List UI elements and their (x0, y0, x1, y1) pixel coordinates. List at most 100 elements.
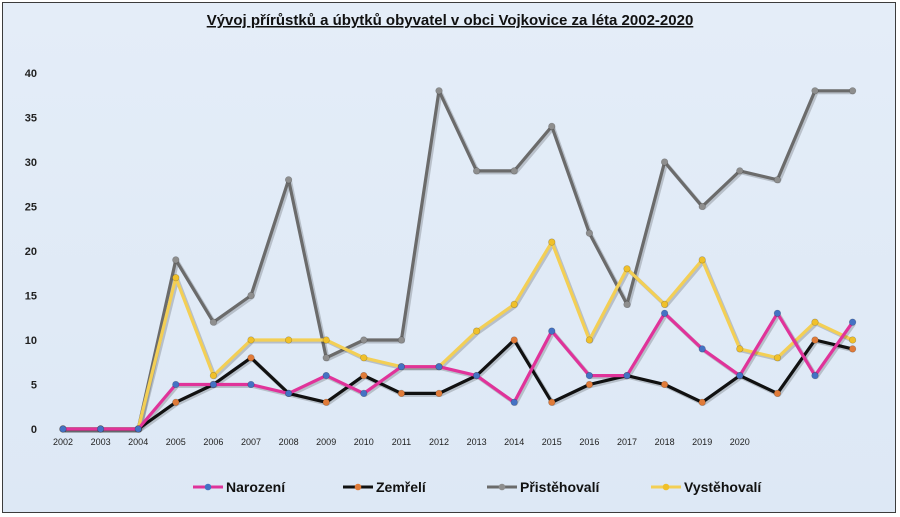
data-point (548, 122, 556, 130)
data-point (585, 372, 594, 380)
data-point (623, 300, 631, 309)
legend-item: Narození (193, 479, 286, 495)
data-point (736, 345, 744, 353)
data-point (660, 300, 669, 309)
data-point (322, 398, 330, 406)
data-point (660, 380, 669, 389)
data-point (360, 372, 368, 380)
data-point (773, 176, 782, 184)
series-lines (59, 87, 857, 433)
x-axis-ticks: 2002 2003 2004 2005 2006 2007 2008 2009 2010 2011… (53, 437, 750, 447)
legend-swatch-marker (662, 483, 670, 491)
x-tick-label: 2015 (542, 437, 562, 447)
data-point (322, 354, 330, 362)
series-narozeni (59, 309, 857, 433)
data-point (172, 256, 180, 264)
x-tick-label: 2007 (241, 437, 261, 447)
data-point (360, 389, 368, 398)
y-tick-label: 10 (25, 335, 37, 347)
legend-label: Zemřelí (376, 479, 427, 495)
data-point (247, 354, 255, 362)
data-point (623, 265, 631, 273)
data-point (435, 389, 443, 398)
data-point (811, 318, 819, 326)
x-tick-label: 2004 (128, 437, 148, 447)
data-point (848, 318, 857, 326)
data-point (435, 87, 443, 95)
legend-item: Vystěhovalí (651, 479, 762, 495)
x-tick-label: 2010 (354, 437, 374, 447)
series-pristehovali (59, 87, 857, 433)
x-tick-label: 2003 (91, 437, 111, 447)
data-point (473, 327, 481, 335)
data-point (172, 398, 180, 406)
data-point (510, 398, 518, 406)
data-point (96, 425, 105, 433)
data-point (736, 372, 744, 380)
data-point (209, 380, 217, 389)
data-point (811, 372, 819, 380)
data-point (285, 336, 293, 344)
data-point (698, 345, 706, 353)
data-point (510, 336, 518, 344)
data-point (623, 372, 631, 380)
y-tick-label: 40 (25, 68, 37, 80)
data-point (247, 380, 255, 389)
x-tick-label: 2019 (692, 437, 712, 447)
series-line-shadow (64, 339, 855, 433)
data-point (397, 363, 406, 371)
data-point (247, 336, 255, 344)
x-tick-label: 2014 (504, 437, 524, 447)
data-point (811, 87, 819, 95)
data-point (848, 345, 857, 353)
data-point (435, 363, 443, 371)
data-point (660, 309, 669, 317)
data-point (585, 229, 594, 237)
x-tick-label: 2008 (279, 437, 299, 447)
legend-swatch-marker (354, 483, 362, 491)
y-tick-label: 25 (25, 202, 37, 214)
data-point (510, 300, 518, 309)
x-tick-label: 2011 (392, 437, 411, 447)
data-point (172, 380, 180, 389)
data-point (322, 336, 330, 344)
data-point (548, 398, 556, 406)
x-tick-label: 2006 (203, 437, 223, 447)
x-tick-label: 2002 (53, 437, 73, 447)
data-point (360, 336, 368, 344)
data-point (285, 389, 293, 398)
x-tick-label: 2016 (579, 437, 599, 447)
data-point (773, 309, 782, 317)
data-point (473, 167, 481, 175)
data-point (698, 398, 706, 406)
y-tick-label: 20 (25, 246, 37, 258)
data-point (698, 202, 706, 211)
x-tick-label: 2018 (655, 437, 675, 447)
legend-label: Přistěhovalí (520, 479, 600, 495)
chart-title: Vývoj přírůstků a úbytků obyvatel v obci… (207, 12, 694, 29)
series-zemreli (59, 336, 857, 433)
data-point (585, 380, 594, 389)
data-point (585, 336, 594, 344)
x-tick-label: 2012 (429, 437, 449, 447)
data-point (397, 336, 406, 344)
y-tick-label: 5 (31, 380, 37, 392)
legend-label: Vystěhovalí (684, 479, 762, 495)
data-point (848, 87, 857, 95)
series-line (63, 89, 853, 431)
data-point (209, 372, 217, 380)
y-tick-label: 35 (25, 113, 37, 125)
x-tick-label: 2017 (617, 437, 637, 447)
data-point (473, 372, 481, 380)
data-point (247, 291, 255, 300)
series-line (63, 240, 854, 431)
legend-swatch-marker (204, 483, 212, 491)
series-line (63, 338, 853, 431)
data-point (736, 167, 744, 175)
legend-item: Přistěhovalí (487, 479, 600, 495)
data-point (548, 327, 556, 335)
data-point (811, 336, 819, 344)
data-point (172, 274, 180, 282)
data-point (397, 389, 406, 398)
